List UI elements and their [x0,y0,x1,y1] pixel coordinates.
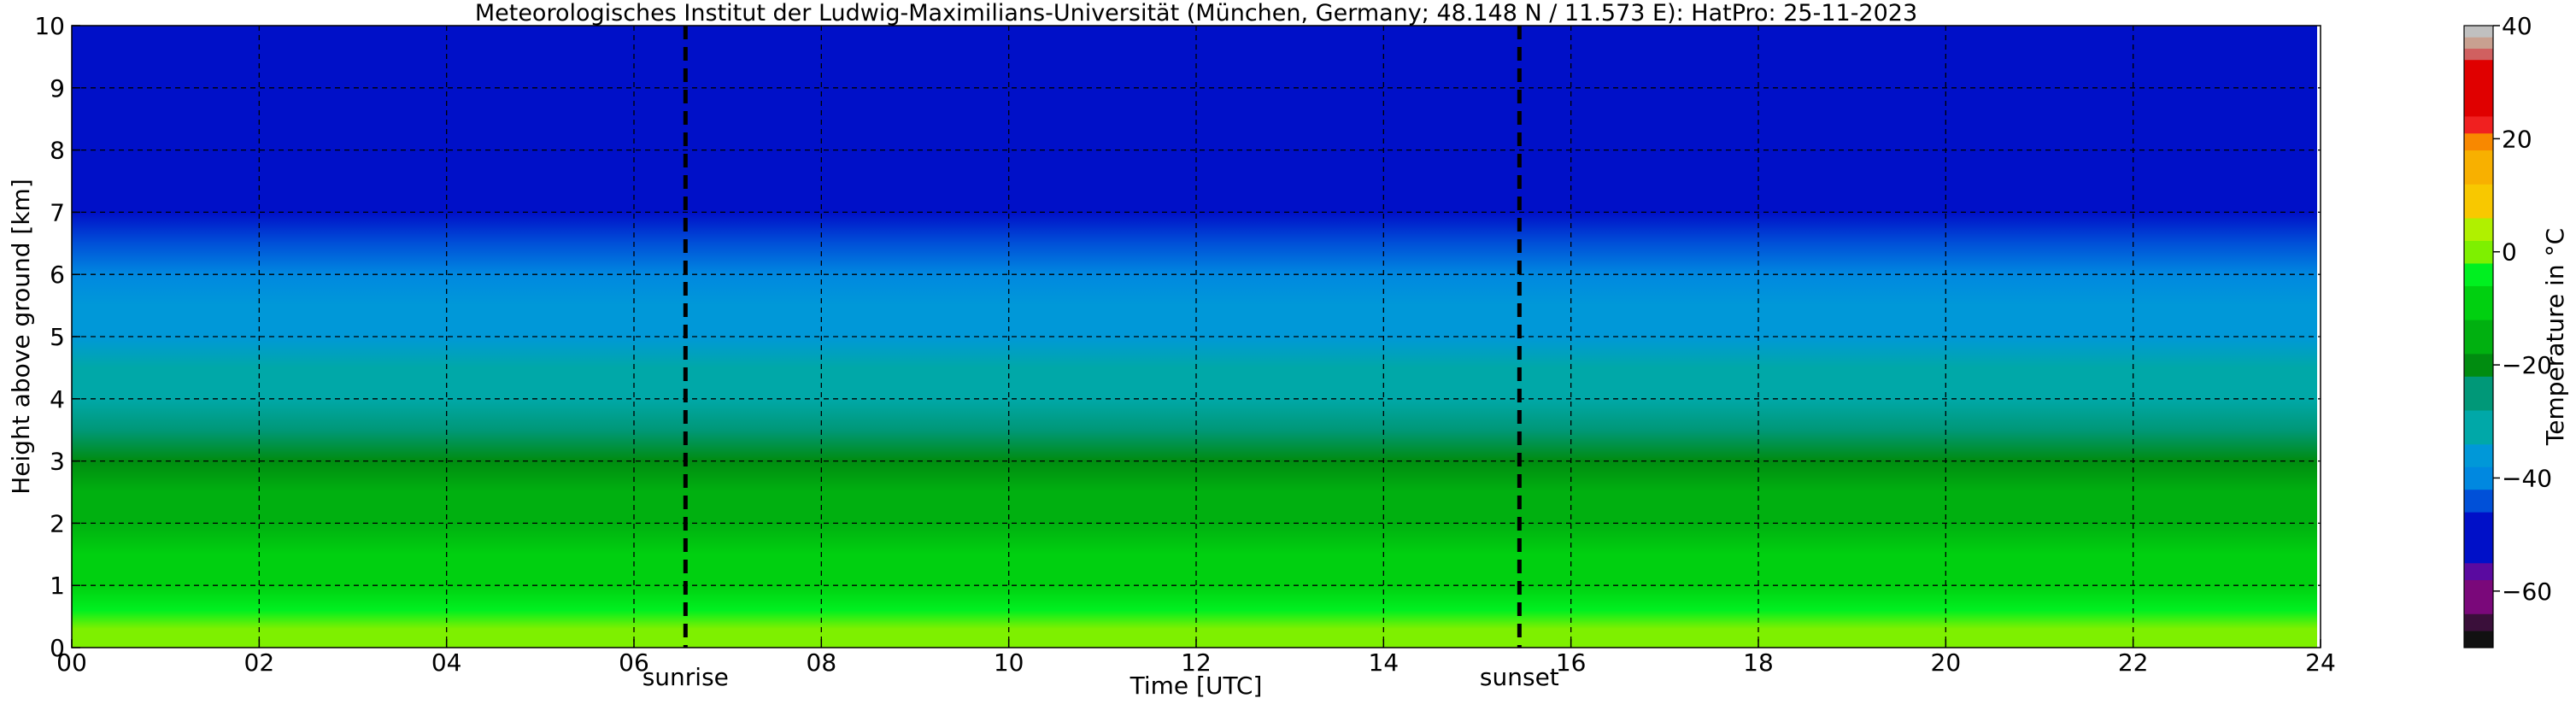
x-tick-label: 00 [56,648,87,677]
x-tick-label: 20 [1931,648,1962,677]
y-tick-label: 5 [50,323,65,351]
x-tick-label: 14 [1369,648,1399,677]
colorbar-segment [2464,376,2493,411]
y-tick-label: 6 [50,261,65,289]
colorbar-segment [2464,218,2493,241]
colorbar-segment [2464,285,2493,320]
x-tick-label: 04 [431,648,462,677]
colorbar-segment [2464,613,2493,631]
y-tick-label: 8 [50,137,65,165]
colorbar-segment [2464,262,2493,286]
colorbar-tick-label: 40 [2502,12,2532,40]
x-tick-label: 06 [619,648,649,677]
sunset-label: sunset [1480,663,1559,691]
colorbar-tick-label: −20 [2502,351,2552,379]
x-tick-label: 16 [1556,648,1587,677]
y-tick-label: 7 [50,198,65,226]
colorbar-label: Temperature in °C [2541,228,2569,446]
y-tick-label: 2 [50,509,65,537]
grid-lines [72,26,2321,648]
colorbar-segment [2464,37,2493,49]
colorbar-segment [2464,410,2493,445]
x-tick-label: 10 [994,648,1024,677]
colorbar-tick-label: 20 [2502,125,2532,153]
x-axis-ticks: 00 02 04 06 08 10 12 14 16 18 20 22 24 [56,639,2336,677]
colorbar [2464,26,2493,648]
colorbar-segment [2464,489,2493,513]
colorbar-segment [2464,115,2493,134]
colorbar-segment [2464,512,2493,564]
y-tick-label: 9 [50,74,65,103]
colorbar-segment [2464,631,2493,648]
colorbar-segment [2464,579,2493,614]
y-tick-label: 10 [34,12,65,40]
chart-title: Meteorologisches Institut der Ludwig-Max… [475,0,1917,26]
colorbar-segment [2464,320,2493,355]
x-tick-label: 24 [2305,648,2336,677]
colorbar-ticks: 40 20 0 −20 −40 −60 [2493,12,2552,606]
colorbar-segment [2464,184,2493,219]
colorbar-segment [2464,26,2493,38]
x-axis-label: Time [UTC] [1130,672,1263,700]
y-tick-label: 1 [50,572,65,600]
colorbar-segment [2464,132,2493,151]
y-axis-label: Height above ground [km] [7,179,35,495]
colorbar-segment [2464,59,2493,117]
colorbar-frame [2463,25,2494,648]
x-tick-label: 18 [1743,648,1774,677]
x-tick-label: 22 [2118,648,2149,677]
colorbar-tick-label: −40 [2502,464,2552,492]
colorbar-segment [2464,443,2493,467]
colorbar-tick-label: 0 [2502,238,2517,267]
y-tick-label: 4 [50,385,65,414]
colorbar-segment [2464,240,2493,264]
x-tick-label: 02 [244,648,275,677]
y-tick-label: 3 [50,448,65,476]
colorbar-segment [2464,466,2493,490]
y-axis-ticks: 0 1 2 3 4 5 6 7 8 9 10 [34,12,80,662]
colorbar-segment [2464,150,2493,185]
colorbar-segment [2464,353,2493,377]
colorbar-tick-label: −60 [2502,578,2552,606]
x-tick-label: 12 [1181,648,1212,677]
colorbar-segment [2464,562,2493,581]
sunrise-label: sunrise [643,663,729,691]
y-tick-label: 0 [50,634,65,662]
sun-event-lines: sunrise sunset [643,26,1559,691]
colorbar-segment [2464,48,2493,61]
x-tick-label: 08 [807,648,837,677]
